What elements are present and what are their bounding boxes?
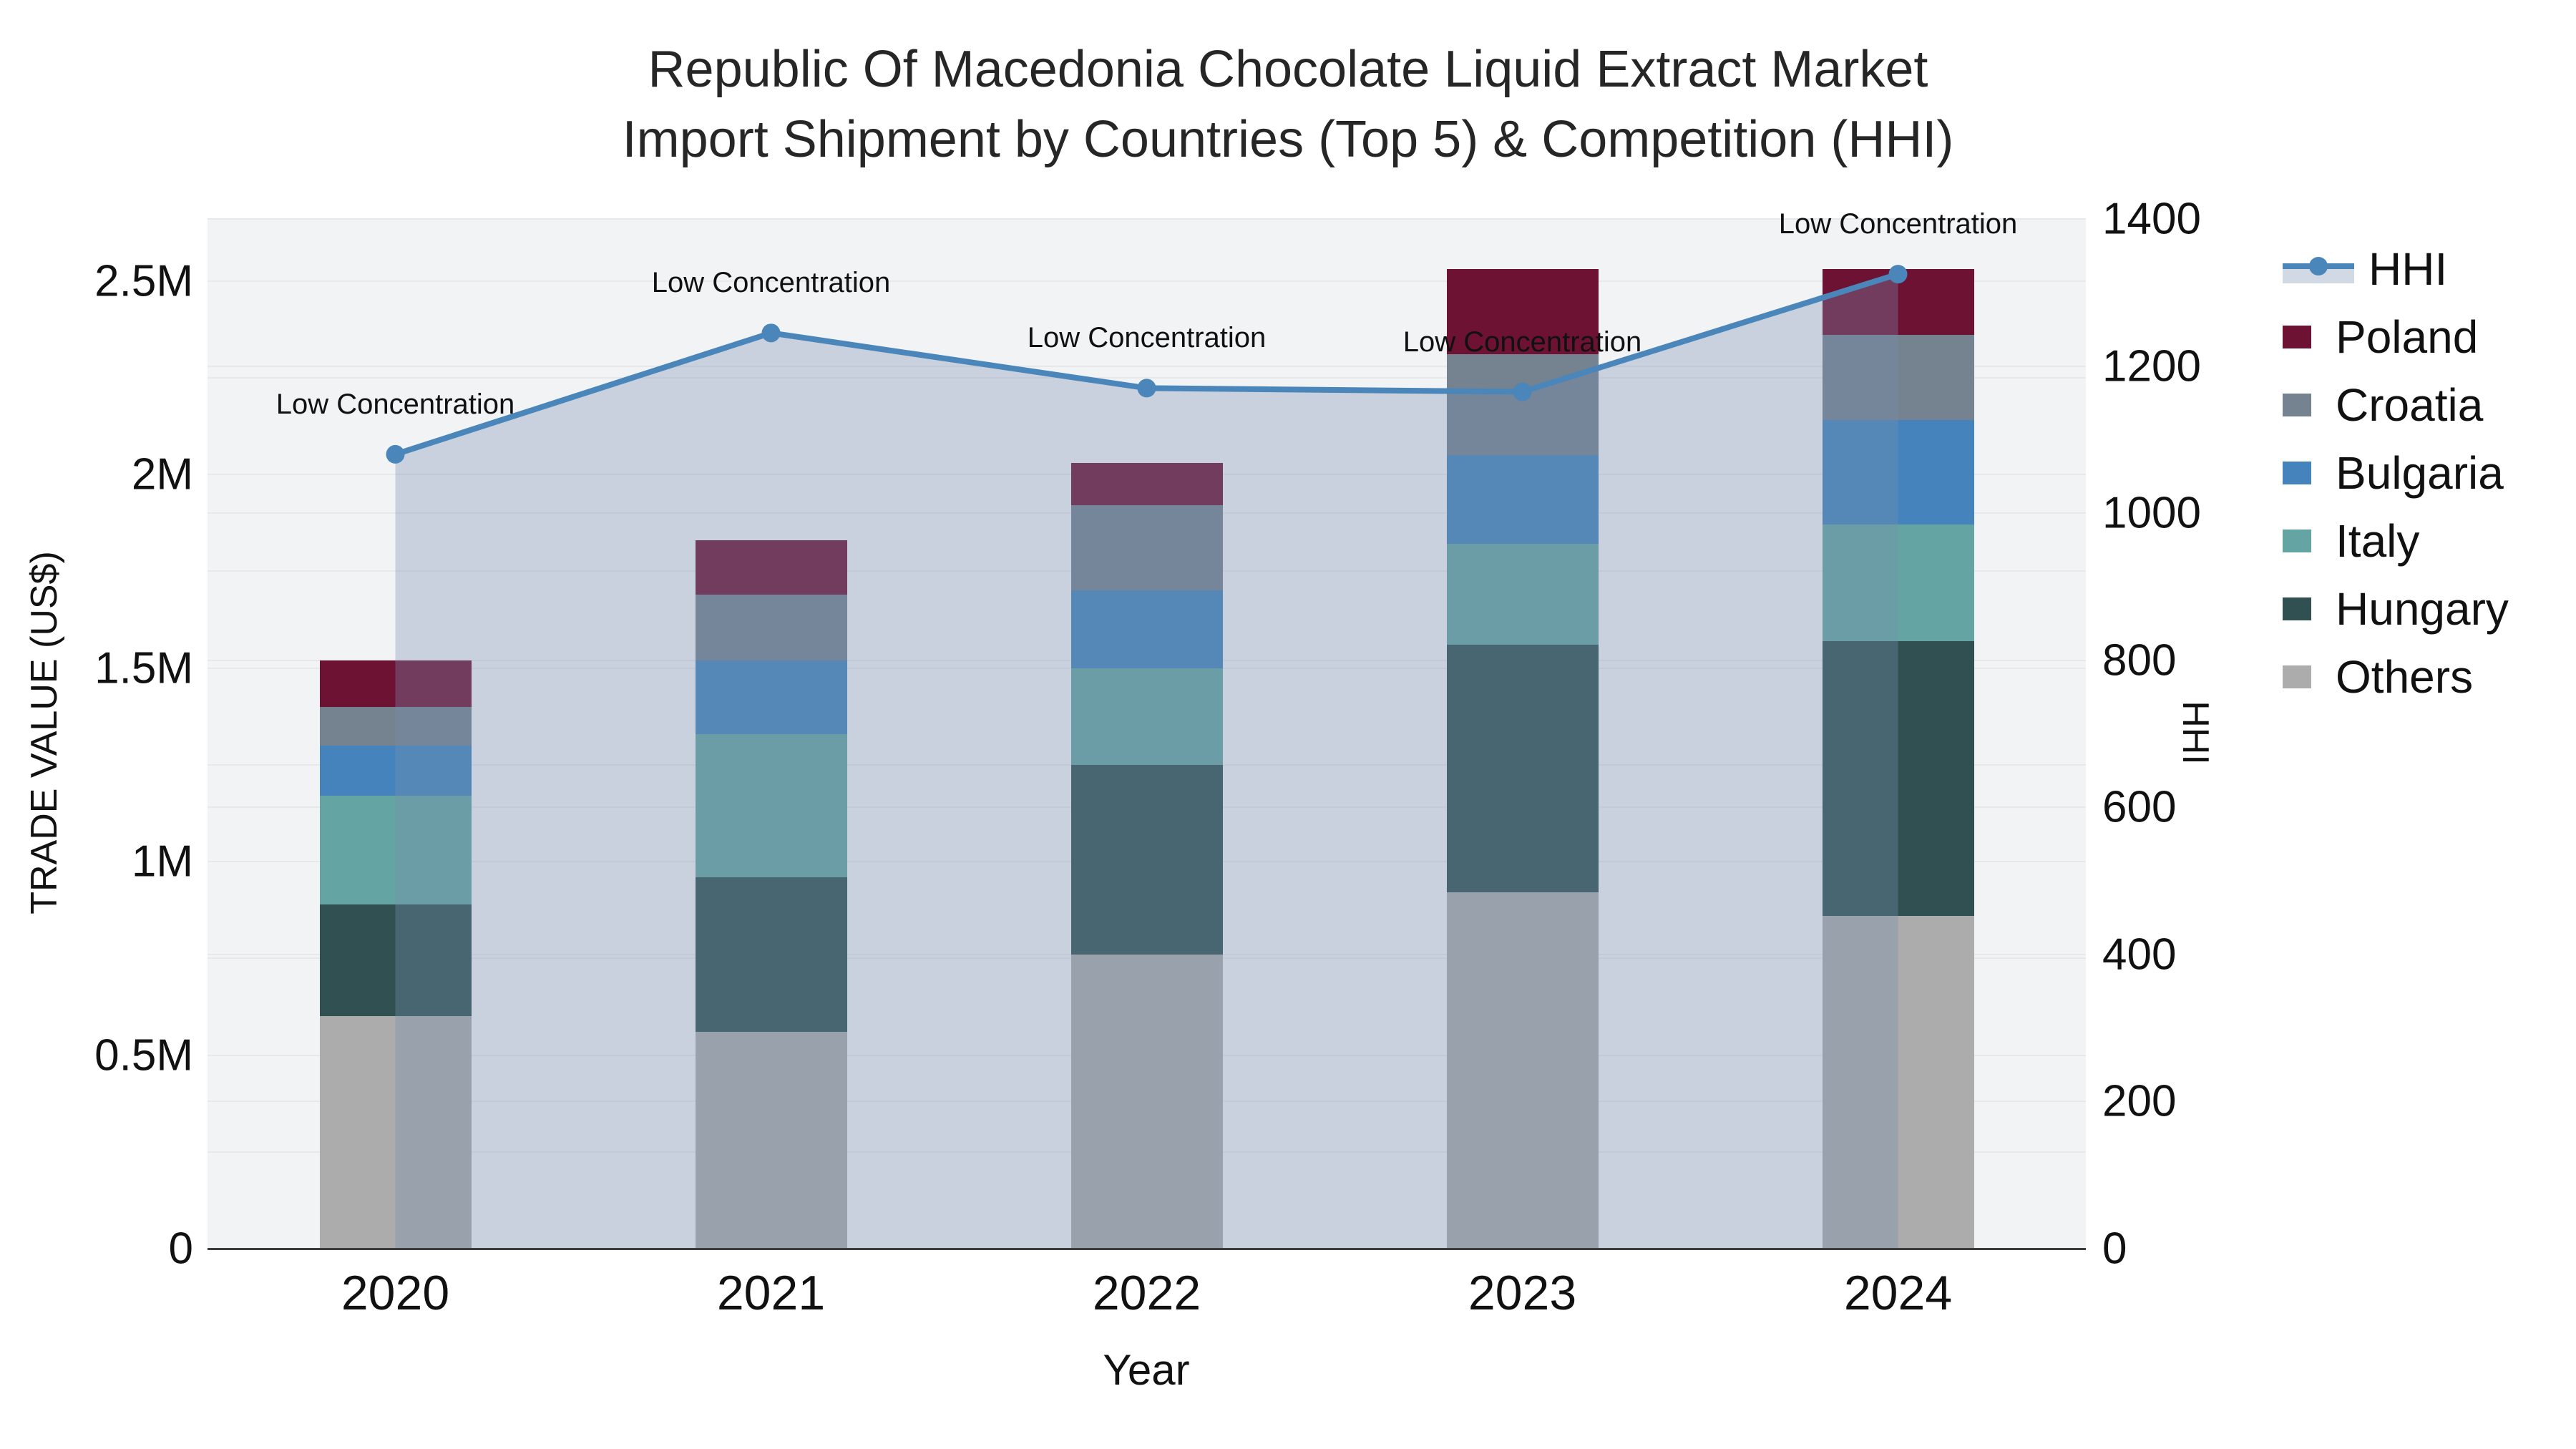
bar-segment-hungary-2024[interactable] (1822, 640, 1974, 916)
bar-segment-italy-2021[interactable] (695, 733, 847, 877)
bar-segment-croatia-2020[interactable] (319, 706, 472, 746)
y-axis-right-title: HHI (2175, 701, 2216, 765)
legend-item-hungary[interactable]: Hungary (2283, 575, 2509, 643)
bar-segment-croatia-2024[interactable] (1822, 335, 1974, 421)
y-left-tick-0.5M: 0.5M (94, 1030, 193, 1080)
legend-item-italy[interactable]: Italy (2283, 507, 2509, 575)
bar-segment-hungary-2021[interactable] (695, 877, 847, 1033)
bar-segment-bulgaria-2021[interactable] (695, 660, 847, 734)
hhi-marker-sample (2309, 256, 2328, 275)
bar-segment-croatia-2022[interactable] (1070, 505, 1223, 591)
y-left-tick-1M: 1M (131, 836, 193, 887)
y-right-tick-200: 200 (2102, 1076, 2177, 1126)
x-axis-line (208, 1248, 2086, 1250)
legend-label-others: Others (2336, 650, 2474, 703)
bar-segment-others-2023[interactable] (1446, 892, 1599, 1249)
legend-label-italy: Italy (2336, 514, 2420, 567)
bar-segment-others-2021[interactable] (695, 1032, 847, 1249)
legend-swatch-others (2283, 665, 2311, 688)
bar-segment-italy-2024[interactable] (1822, 525, 1974, 641)
x-tick-2023: 2023 (1468, 1266, 1577, 1320)
bar-segment-italy-2023[interactable] (1446, 544, 1599, 645)
legend-item-croatia[interactable]: Croatia (2283, 371, 2509, 439)
x-tick-2024: 2024 (1843, 1266, 1953, 1320)
gridline (208, 376, 2086, 379)
chart-title-line1: Republic Of Macedonia Chocolate Liquid E… (648, 41, 1928, 98)
x-axis-title: Year (1103, 1346, 1190, 1394)
bar-segment-others-2024[interactable] (1822, 915, 1974, 1249)
bar-segment-poland-2021[interactable] (695, 540, 847, 595)
hhi-line-sample-icon (2283, 253, 2354, 285)
annotation-2024: Low Concentration (1778, 208, 2018, 240)
bar-segment-bulgaria-2022[interactable] (1070, 590, 1223, 668)
y-right-tick-0: 0 (2102, 1224, 2127, 1274)
bar-segment-croatia-2021[interactable] (695, 594, 847, 660)
y-left-tick-2M: 2M (131, 449, 193, 499)
gridline (208, 280, 2086, 282)
legend-item-bulgaria[interactable]: Bulgaria (2283, 439, 2509, 507)
y-left-tick-2.5M: 2.5M (94, 256, 193, 306)
gridline (208, 218, 2086, 220)
legend-label-bulgaria: Bulgaria (2336, 447, 2504, 499)
legend-swatch-poland (2283, 325, 2311, 348)
x-tick-2022: 2022 (1092, 1266, 1201, 1320)
annotation-2022: Low Concentration (1027, 322, 1267, 354)
legend-label-hhi: HHI (2368, 243, 2448, 295)
legend-item-hhi[interactable]: HHI (2283, 235, 2509, 303)
y-left-tick-1.5M: 1.5M (94, 643, 193, 693)
bar-segment-bulgaria-2020[interactable] (319, 745, 472, 796)
bar-segment-others-2020[interactable] (319, 1016, 472, 1249)
legend: HHI Poland Croatia Bulgaria Italy Hungary Othe… (2283, 235, 2509, 711)
y-right-tick-600: 600 (2102, 782, 2177, 832)
legend-label-croatia: Croatia (2336, 379, 2484, 431)
chart-title-line2: Import Shipment by Countries (Top 5) & C… (622, 111, 1954, 168)
bar-segment-poland-2024[interactable] (1822, 269, 1974, 336)
legend-item-others[interactable]: Others (2283, 643, 2509, 711)
bar-segment-poland-2022[interactable] (1070, 462, 1223, 506)
bar-segment-italy-2022[interactable] (1070, 668, 1223, 765)
chart-title: Republic Of Macedonia Chocolate Liquid E… (0, 34, 2576, 175)
legend-swatch-italy (2283, 529, 2311, 552)
bar-segment-hungary-2022[interactable] (1070, 764, 1223, 955)
legend-swatch-croatia (2283, 393, 2311, 416)
bar-segment-hungary-2023[interactable] (1446, 645, 1599, 893)
bar-segment-poland-2020[interactable] (319, 660, 472, 707)
bar-segment-croatia-2023[interactable] (1446, 354, 1599, 455)
legend-swatch-bulgaria (2283, 461, 2311, 484)
y-right-tick-800: 800 (2102, 635, 2177, 686)
legend-label-poland: Poland (2336, 311, 2479, 363)
y-left-tick-0: 0 (168, 1224, 193, 1274)
x-tick-2020: 2020 (341, 1266, 450, 1320)
plot-area (208, 218, 2086, 1249)
y-right-tick-1200: 1200 (2102, 341, 2201, 391)
legend-label-hungary: Hungary (2336, 582, 2509, 635)
x-tick-2021: 2021 (716, 1266, 826, 1320)
legend-swatch-hungary (2283, 597, 2311, 620)
bar-segment-bulgaria-2023[interactable] (1446, 455, 1599, 545)
annotation-2020: Low Concentration (275, 388, 515, 420)
annotation-2021: Low Concentration (651, 267, 891, 299)
legend-item-poland[interactable]: Poland (2283, 303, 2509, 371)
bar-segment-bulgaria-2024[interactable] (1822, 420, 1974, 525)
bar-segment-italy-2020[interactable] (319, 796, 472, 904)
y-right-tick-400: 400 (2102, 930, 2177, 980)
bar-segment-others-2022[interactable] (1070, 954, 1223, 1249)
y-right-tick-1000: 1000 (2102, 488, 2201, 538)
y-right-tick-1400: 1400 (2102, 194, 2201, 244)
annotation-2023: Low Concentration (1402, 326, 1642, 358)
gridline (208, 365, 2086, 367)
bar-segment-hungary-2020[interactable] (319, 904, 472, 1017)
